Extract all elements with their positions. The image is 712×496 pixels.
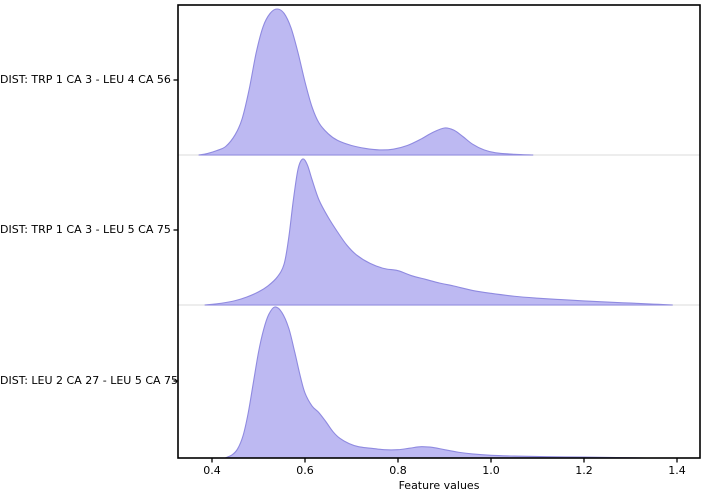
x-axis-label: Feature values	[398, 479, 480, 492]
row-label-2: DIST: TRP 1 CA 3 - LEU 5 CA 75	[0, 223, 171, 236]
x-tick-label: 0.6	[296, 464, 314, 477]
density-area-2	[204, 158, 673, 306]
x-tick-label: 0.8	[389, 464, 407, 477]
plot-frame	[177, 4, 701, 459]
x-tick-label: 1.0	[482, 464, 500, 477]
row-label-3: DIST: LEU 2 CA 27 - LEU 5 CA 75	[0, 374, 179, 387]
x-tick-label: 1.2	[575, 464, 593, 477]
x-tick-label: 0.4	[203, 464, 221, 477]
x-tick-label: 1.4	[668, 464, 686, 477]
density-area-3	[224, 306, 648, 459]
density-area-1	[198, 8, 534, 156]
row-label-1: DIST: TRP 1 CA 3 - LEU 4 CA 56	[0, 73, 171, 86]
